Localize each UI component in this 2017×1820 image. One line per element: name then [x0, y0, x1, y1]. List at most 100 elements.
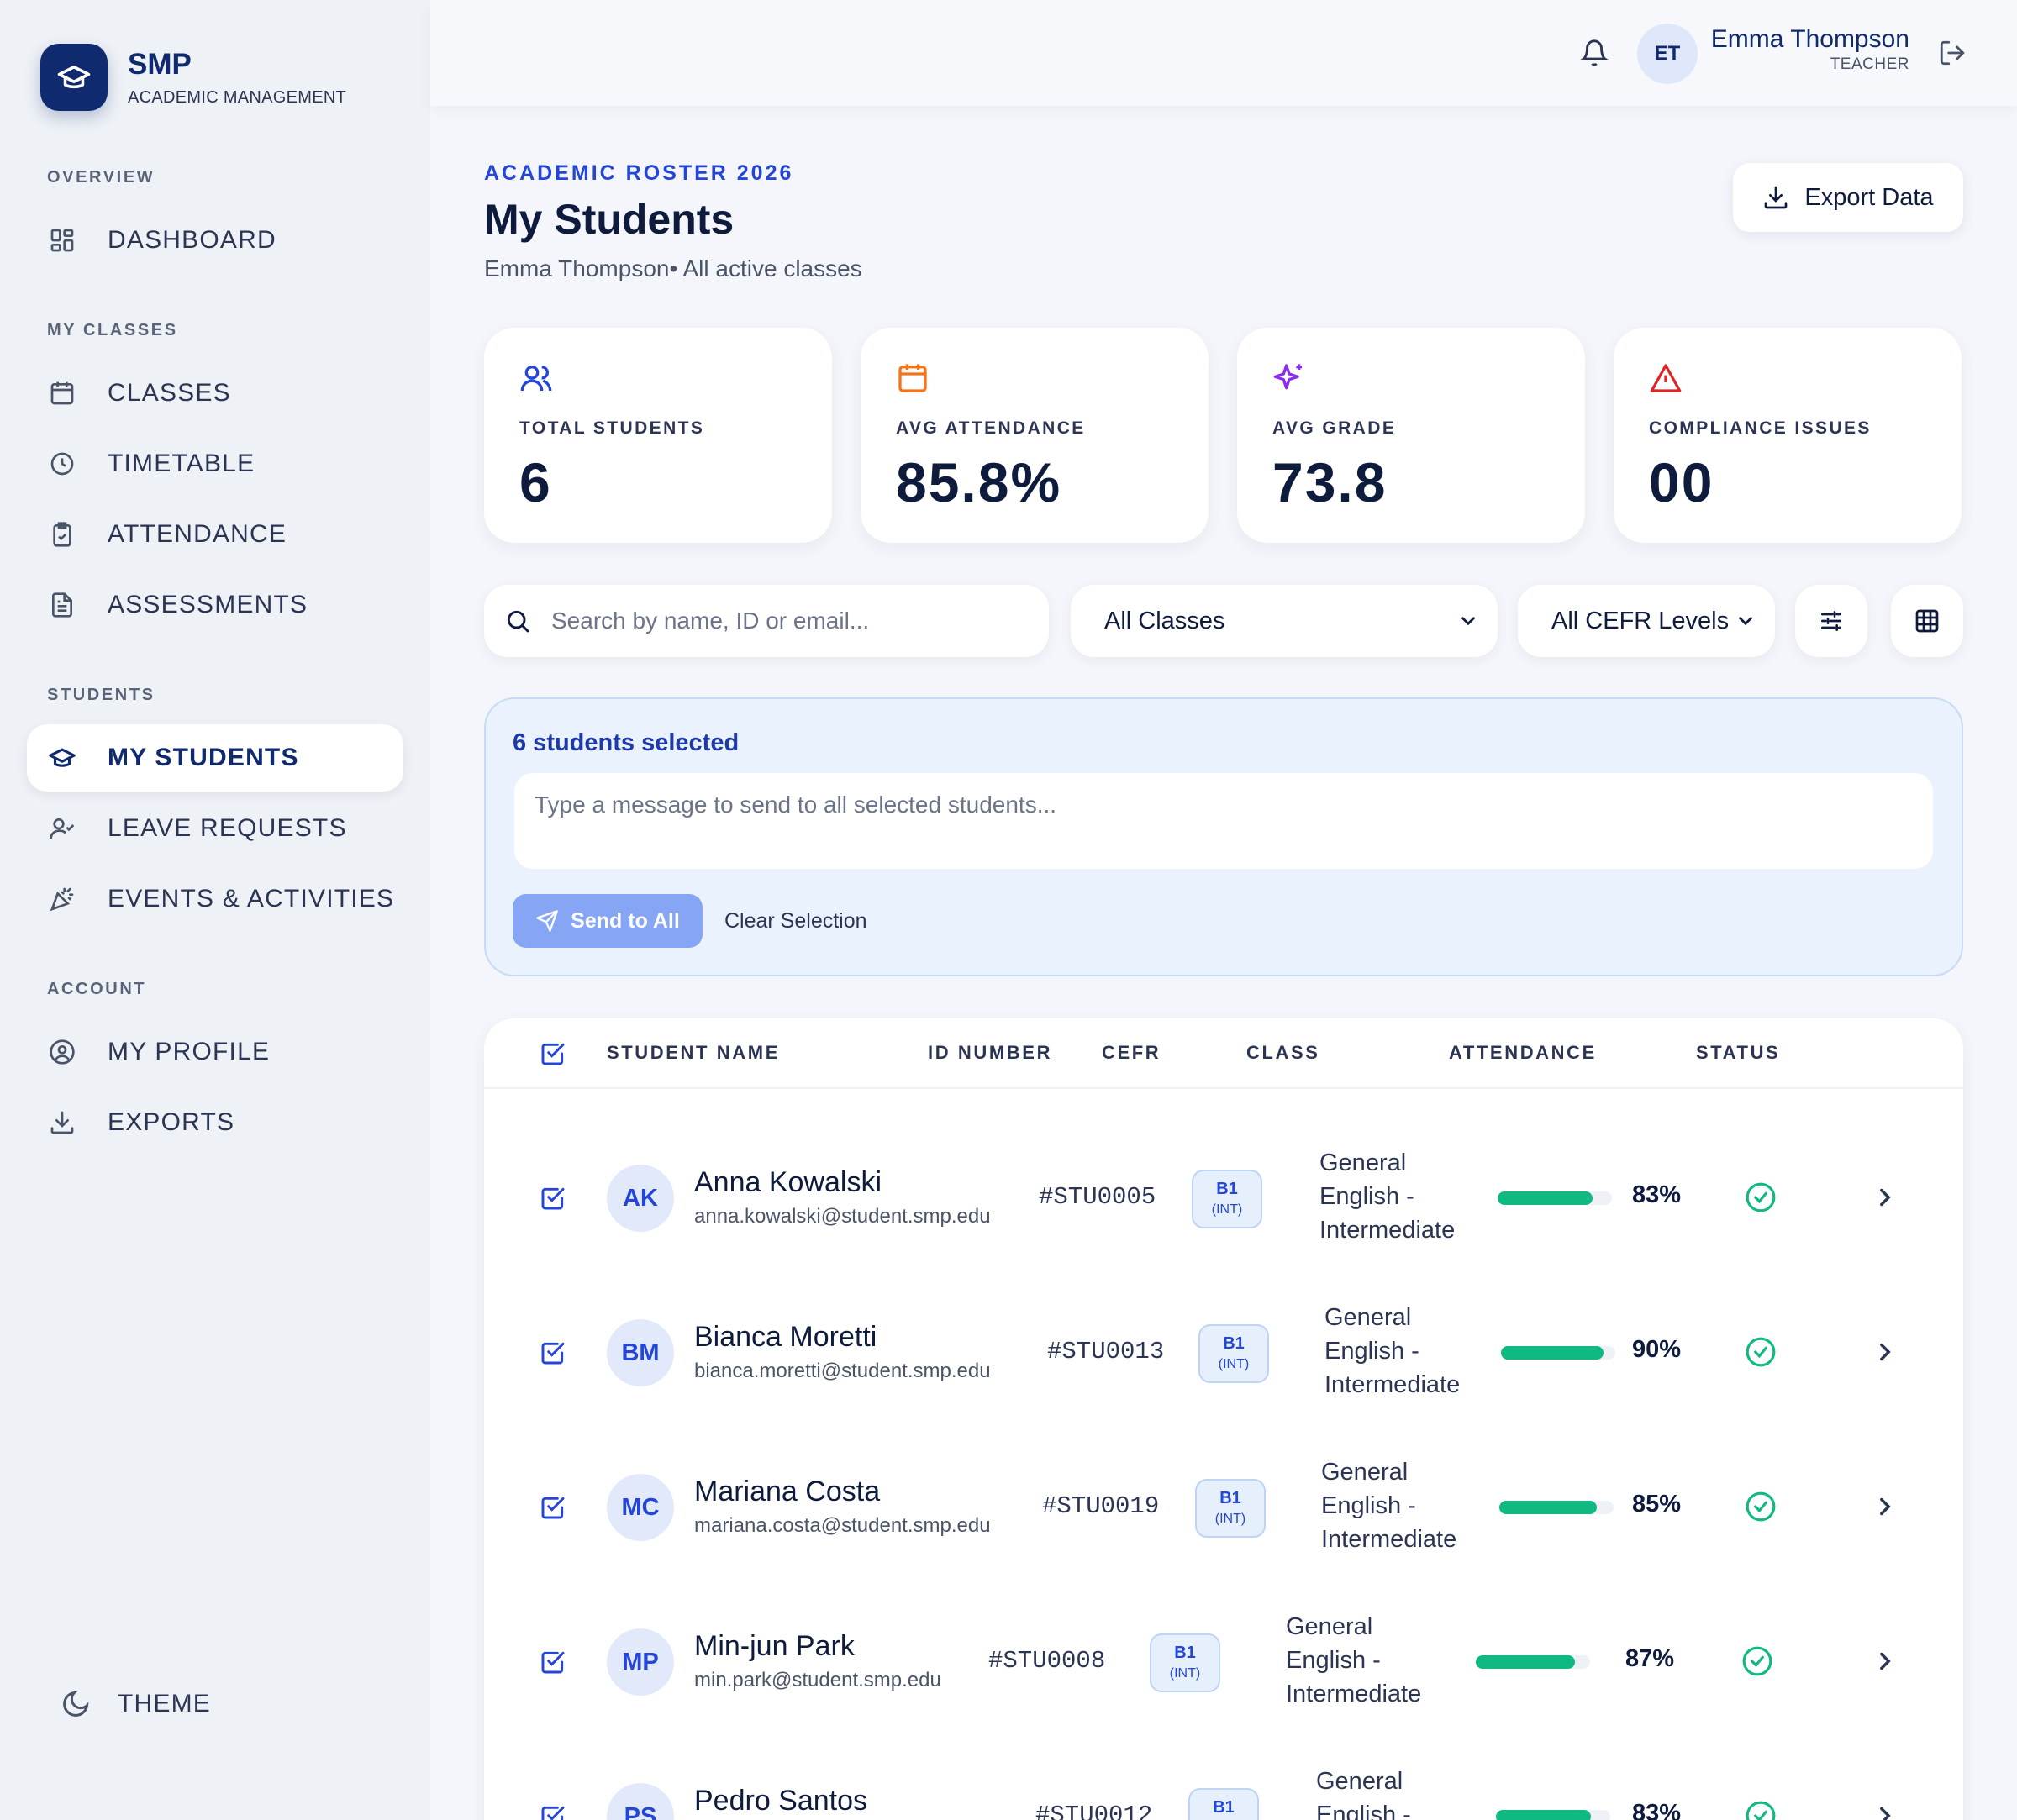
student-email: min.park@student.smp.edu: [694, 1669, 941, 1691]
brand[interactable]: SMP ACADEMIC MANAGEMENT: [40, 44, 346, 111]
cefr-sub: (INT): [1169, 1666, 1201, 1681]
sidebar-item-leave-requests[interactable]: LEAVE REQUESTS: [27, 795, 403, 862]
export-data-button[interactable]: Export Data: [1733, 163, 1963, 232]
stat-value: 73.8: [1272, 451, 1388, 513]
page-subtitle: Emma Thompson• All active classes: [484, 255, 862, 281]
sidebar-item-label: EVENTS & ACTIVITIES: [108, 885, 395, 913]
sidebar-item-timetable[interactable]: TIMETABLE: [27, 430, 403, 497]
cefr-badge: B1(INT): [1188, 1788, 1259, 1820]
student-id: #STU0012: [1035, 1802, 1153, 1820]
logout-icon[interactable]: [1938, 39, 1967, 67]
cefr-sub: (INT): [1211, 1202, 1243, 1217]
clock-icon: [47, 449, 77, 479]
dashboard-icon: [47, 225, 77, 255]
attendance-bar: [1476, 1655, 1590, 1669]
class-select[interactable]: All Classes: [1071, 585, 1498, 657]
student-name[interactable]: Anna Kowalski: [694, 1166, 882, 1198]
row-checkbox[interactable]: [540, 1803, 566, 1820]
student-class: General English - Intermediate: [1324, 1304, 1461, 1398]
student-name[interactable]: Min-jun Park: [694, 1630, 855, 1662]
cefr-select[interactable]: All CEFR Levels: [1518, 585, 1775, 657]
chevron-right-icon[interactable]: [1871, 1802, 1901, 1820]
select-all-checkbox[interactable]: [540, 1040, 566, 1067]
search-box: [484, 585, 1049, 657]
bulk-message-input[interactable]: [514, 773, 1933, 869]
chevron-right-icon[interactable]: [1871, 1183, 1901, 1213]
bell-icon[interactable]: [1580, 39, 1609, 67]
cefr-sub: (INT): [1214, 1512, 1246, 1526]
row-checkbox[interactable]: [540, 1185, 566, 1212]
chevron-right-icon[interactable]: [1871, 1647, 1901, 1677]
check-circle-icon: [1741, 1645, 1773, 1677]
column-header-status[interactable]: STATUS: [1696, 1042, 1781, 1063]
attendance-bar: [1499, 1501, 1614, 1514]
student-name[interactable]: Pedro Santos: [694, 1785, 868, 1817]
attendance-bar-fill: [1498, 1191, 1593, 1205]
row-checkbox[interactable]: [540, 1649, 566, 1675]
stat-label: COMPLIANCE ISSUES: [1649, 418, 1872, 438]
chevron-right-icon[interactable]: [1871, 1492, 1901, 1523]
grid-icon: [1914, 608, 1941, 634]
theme-toggle[interactable]: THEME: [61, 1689, 211, 1719]
avatar[interactable]: ET: [1637, 24, 1698, 84]
clipboard-check-icon: [47, 519, 77, 550]
chevron-down-icon: [1735, 610, 1756, 632]
table-row[interactable]: BM Bianca Moretti bianca.moretti@student.s…: [484, 1276, 1963, 1430]
student-name[interactable]: Mariana Costa: [694, 1475, 881, 1507]
clear-selection-button[interactable]: Clear Selection: [724, 909, 867, 933]
table-row[interactable]: AK Anna Kowalski anna.kowalski@student.smp…: [484, 1121, 1963, 1276]
student-class: General English - Intermediate: [1286, 1613, 1422, 1707]
student-name[interactable]: Bianca Moretti: [694, 1321, 877, 1353]
users-icon: [519, 361, 553, 395]
sidebar-item-label: MY STUDENTS: [108, 744, 299, 771]
brand-subtitle: ACADEMIC MANAGEMENT: [128, 87, 347, 107]
calendar-icon: [47, 378, 77, 408]
section-students: STUDENTS: [47, 686, 155, 704]
column-header-attendance[interactable]: ATTENDANCE: [1449, 1042, 1597, 1063]
sidebar-item-assessments[interactable]: ASSESSMENTS: [27, 571, 403, 639]
section-overview: OVERVIEW: [47, 168, 155, 187]
filter-settings-button[interactable]: [1795, 585, 1867, 657]
section-account: ACCOUNT: [47, 980, 147, 998]
column-header-class[interactable]: CLASS: [1246, 1042, 1320, 1063]
attendance-bar: [1501, 1346, 1615, 1360]
sidebar-item-attendance[interactable]: ATTENDANCE: [27, 501, 403, 568]
sidebar-item-label: MY PROFILE: [108, 1038, 271, 1065]
cefr-badge: B1(INT): [1192, 1170, 1262, 1228]
download-icon: [47, 1107, 77, 1138]
cefr-level: B1: [1213, 1798, 1235, 1817]
sidebar-item-label: CLASSES: [108, 379, 231, 407]
sidebar-item-exports[interactable]: EXPORTS: [27, 1089, 403, 1156]
sidebar-item-my-students[interactable]: MY STUDENTS: [27, 724, 403, 792]
attendance-percent: 83%: [1632, 1181, 1682, 1208]
grid-view-button[interactable]: [1891, 585, 1963, 657]
stat-value: 00: [1649, 451, 1714, 513]
search-input[interactable]: [551, 608, 1022, 634]
sidebar-item-dashboard[interactable]: DASHBOARD: [27, 207, 403, 274]
column-header-cefr[interactable]: CEFR: [1102, 1042, 1161, 1063]
student-id: #STU0019: [1042, 1492, 1160, 1520]
column-header-name[interactable]: STUDENT NAME: [607, 1042, 780, 1063]
sidebar-item-my-profile[interactable]: MY PROFILE: [27, 1018, 403, 1086]
table-header: STUDENT NAME ID NUMBER CEFR CLASS ATTEND…: [484, 1018, 1963, 1089]
download-icon: [1762, 184, 1804, 211]
sparkles-icon: [1272, 361, 1306, 395]
check-circle-icon: [1745, 1336, 1777, 1368]
table-row[interactable]: MP Min-jun Park min.park@student.smp.edu #S…: [484, 1585, 1963, 1739]
column-header-id[interactable]: ID NUMBER: [928, 1042, 1053, 1063]
chevron-right-icon[interactable]: [1871, 1338, 1901, 1368]
party-popper-icon: [47, 884, 77, 914]
sidebar-item-classes[interactable]: CLASSES: [27, 360, 403, 427]
row-checkbox[interactable]: [540, 1339, 566, 1366]
table-row[interactable]: MC Mariana Costa mariana.costa@student.smp…: [484, 1430, 1963, 1585]
cefr-level: B1: [1174, 1644, 1196, 1662]
attendance-percent: 83%: [1632, 1800, 1682, 1820]
send-label: Send to All: [571, 908, 680, 933]
row-checkbox[interactable]: [540, 1494, 566, 1521]
student-id: #STU0005: [1039, 1183, 1156, 1211]
send-to-all-button[interactable]: Send to All: [513, 894, 703, 948]
sidebar-item-events[interactable]: EVENTS & ACTIVITIES: [27, 865, 403, 933]
sidebar-item-label: ATTENDANCE: [108, 520, 287, 548]
sidebar-item-label: ASSESSMENTS: [108, 591, 308, 618]
